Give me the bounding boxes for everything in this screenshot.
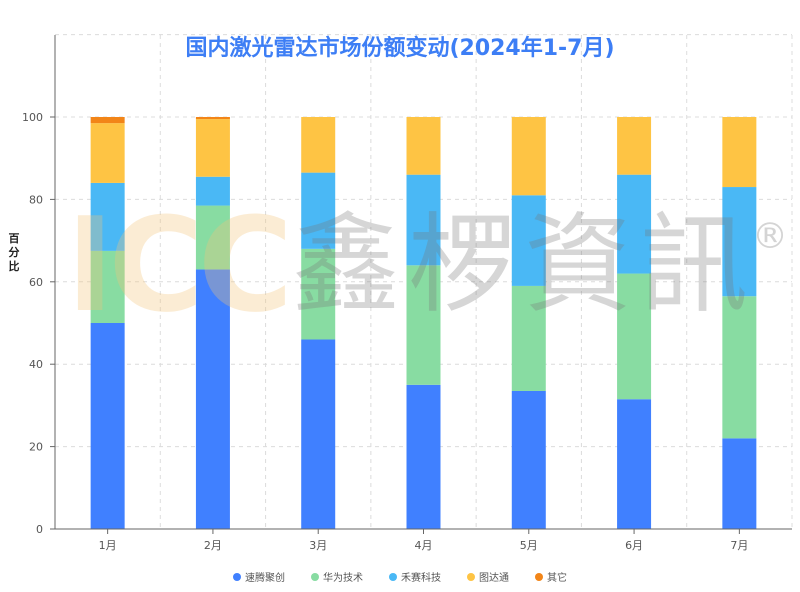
bar-segment [511,195,546,286]
bar-segment [90,182,125,251]
bar-segment [406,174,441,266]
y-tick-label: 0 [36,523,43,536]
bar-segment [511,285,546,391]
legend-item[interactable]: 图达通 [467,569,509,584]
bar-segment [617,174,652,274]
bar-segment [722,296,757,439]
bar-segment [301,172,336,249]
bar-segment [722,187,757,297]
bars-layer [90,117,757,529]
bar-segment [301,117,336,173]
bar-segment [511,390,546,529]
bar-segment [617,117,652,175]
bar-segment [90,323,125,529]
bar-segment [406,265,441,385]
watermark-chinese: 鑫椤資訊 [292,203,757,328]
bar-segment [301,339,336,529]
y-tick-label: 100 [22,111,43,124]
x-tick-label: 7月 [730,539,748,552]
legend-dot-icon [311,572,319,581]
chart-title: 国内激光雷达市场份额变动(2024年1-7月) [185,36,615,61]
x-tick-label: 3月 [309,539,327,552]
legend-item[interactable]: 禾赛科技 [389,569,441,584]
legend-item[interactable]: 其它 [535,569,567,584]
y-tick-label: 60 [29,276,43,289]
bar-segment [301,248,336,340]
legend-label: 其它 [547,573,567,584]
watermark-registered-icon: ® [752,216,788,257]
bar-segment [195,205,230,270]
legend-item[interactable]: 速腾聚创 [233,569,285,584]
legend-label: 图达通 [479,573,509,584]
bar-segment [195,176,230,206]
x-tick-label: 4月 [415,539,433,552]
bar-segment [90,250,125,323]
legend-label: 速腾聚创 [245,573,285,584]
legend-dot-icon [467,572,475,581]
bar-segment [722,438,757,529]
x-tick-label: 6月 [625,539,643,552]
legend-label: 禾赛科技 [401,573,441,584]
y-axis-label: 百分比 [8,232,20,273]
y-tick-label: 20 [29,441,43,454]
x-tick-label: 2月 [204,539,222,552]
legend-item[interactable]: 华为技术 [311,569,363,584]
bar-segment [195,269,230,529]
bar-segment [406,117,441,175]
axis-layer: 1月 2月 3月 4月 5月 6月 7月 0 20 40 60 80 100 [22,35,792,552]
bar-segment [617,399,652,529]
watermark-icc: ICC [66,189,293,341]
bar-segment [406,384,441,529]
bar-segment [90,123,125,183]
bar-segment [511,117,546,196]
x-tick-label: 1月 [99,539,117,552]
legend: 速腾聚创 华为技术 禾赛科技 图达通 其它 [0,569,800,584]
bar-segment [90,117,125,124]
legend-dot-icon [233,572,241,581]
bar-segment [195,117,230,120]
bar-segment [617,273,652,400]
y-tick-label: 40 [29,358,43,371]
x-tick-label: 5月 [520,539,538,552]
legend-label: 华为技术 [323,573,363,584]
bar-segment [722,117,757,188]
y-tick-label: 80 [29,193,43,206]
bar-segment [195,119,230,177]
legend-dot-icon [535,572,543,581]
legend-dot-icon [389,572,397,581]
